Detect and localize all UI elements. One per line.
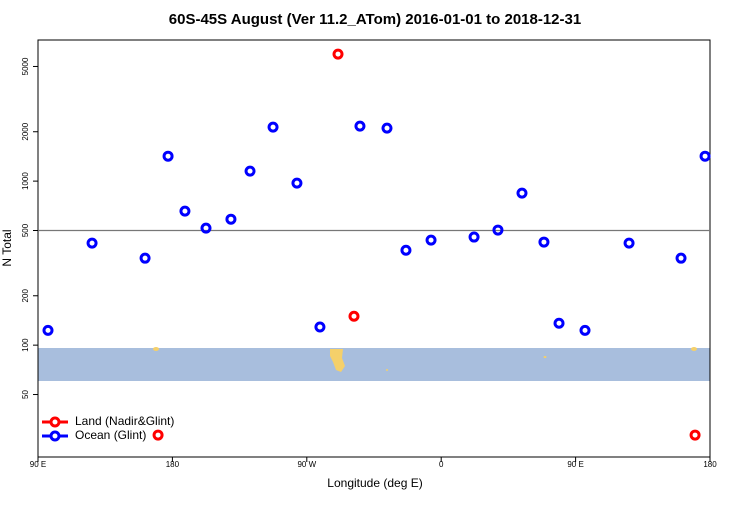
- x-tick-label: 90 W: [297, 460, 316, 469]
- y-tick-label: 500: [21, 223, 30, 237]
- data-point: [152, 429, 164, 441]
- x-tick-label: 90 E: [30, 460, 46, 469]
- y-tick-label: 1000: [21, 172, 30, 190]
- data-point: [314, 321, 326, 333]
- data-point: [332, 48, 344, 60]
- legend-label: Ocean (Glint): [75, 428, 146, 442]
- data-point: [699, 150, 711, 162]
- data-point: [623, 237, 635, 249]
- data-point: [381, 122, 393, 134]
- chart-title: 60S-45S August (Ver 11.2_ATom) 2016-01-0…: [169, 11, 581, 28]
- data-point: [400, 244, 412, 256]
- y-axis-label: N Total: [0, 229, 14, 266]
- data-point: [139, 252, 151, 264]
- data-point: [291, 177, 303, 189]
- data-point: [86, 237, 98, 249]
- data-point: [179, 205, 191, 217]
- land-shapes: [153, 347, 697, 372]
- data-point: [162, 150, 174, 162]
- y-tick-label: 100: [21, 338, 30, 352]
- plot-frame: [37, 39, 711, 458]
- data-point: [200, 222, 212, 234]
- data-point: [267, 121, 279, 133]
- x-tick-label: 180: [703, 460, 717, 469]
- x-tick-label: 180: [166, 460, 180, 469]
- data-point: [425, 234, 437, 246]
- data-point: [348, 310, 360, 322]
- x-axis-label: Longitude (deg E): [327, 476, 422, 490]
- data-point: [579, 324, 591, 336]
- data-point: [354, 120, 366, 132]
- legend-marker: [49, 430, 61, 442]
- legend-label: Land (Nadir&Glint): [75, 414, 174, 428]
- data-point: [225, 213, 237, 225]
- data-point: [244, 165, 256, 177]
- data-point: [689, 429, 701, 441]
- data-point: [538, 236, 550, 248]
- x-tick-label: 0: [439, 460, 444, 469]
- data-point: [492, 224, 504, 236]
- data-point: [675, 252, 687, 264]
- data-point: [42, 324, 54, 336]
- y-tick-label: 200: [21, 289, 30, 303]
- x-tick-label: 90 E: [567, 460, 583, 469]
- map-strip: [38, 348, 710, 381]
- data-point: [553, 317, 565, 329]
- data-point: [516, 187, 528, 199]
- y-tick-label: 2000: [21, 122, 30, 140]
- legend-marker: [49, 416, 61, 428]
- data-point: [468, 231, 480, 243]
- y-tick-label: 50: [21, 390, 30, 399]
- y-tick-label: 5000: [21, 57, 30, 75]
